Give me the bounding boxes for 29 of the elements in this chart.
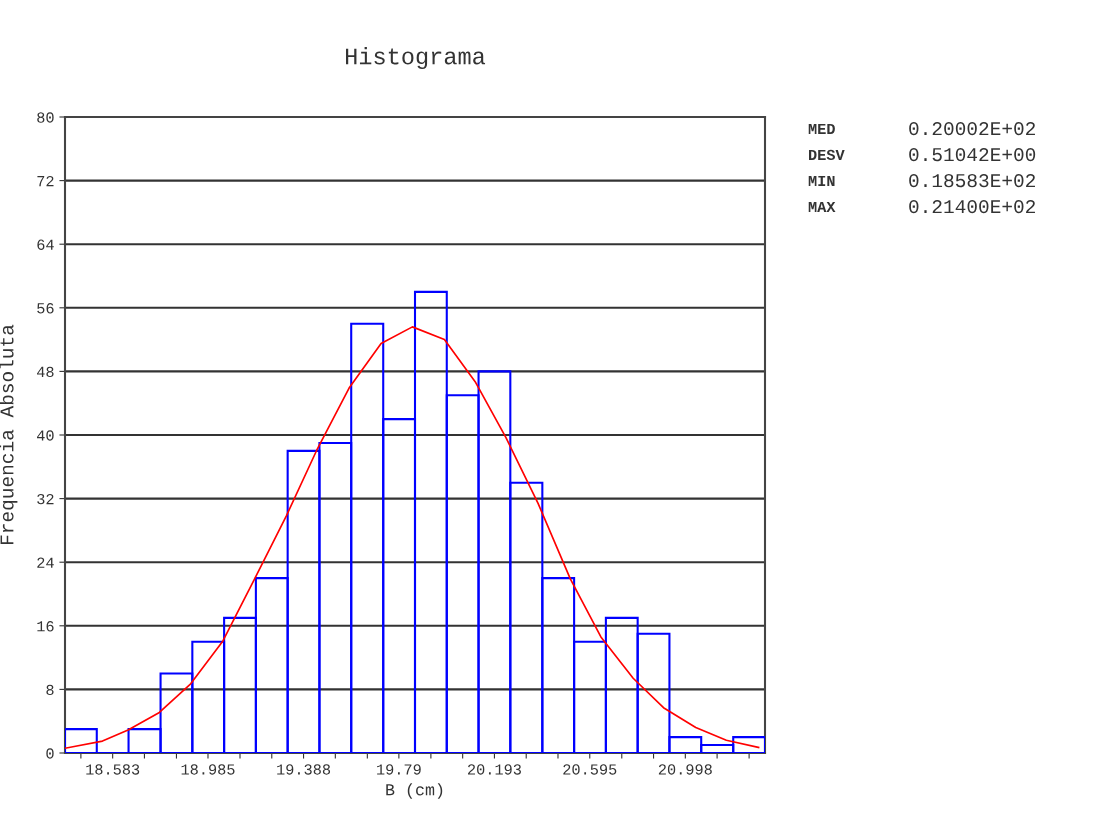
text: DESV xyxy=(809,149,845,161)
x-tick-label: 19.79 xyxy=(377,764,421,775)
text: 0.21400E+02 xyxy=(909,200,1035,214)
x-tick-label: 20.193 xyxy=(468,764,521,775)
y-tick-label: 0 xyxy=(46,748,54,759)
y-tick-label: 40 xyxy=(37,430,54,441)
y-tick-label: 48 xyxy=(37,366,54,378)
text: MIN xyxy=(808,175,835,186)
y-tick-label: 72 xyxy=(37,175,54,187)
text: MED xyxy=(808,123,835,134)
chart-title: Histograma xyxy=(346,47,486,70)
y-tick-label: 8 xyxy=(46,684,54,696)
y-tick-label: 80 xyxy=(37,112,54,123)
y-tick-label: 56 xyxy=(37,303,54,314)
text: 0.20002E+02 xyxy=(909,122,1035,136)
y-tick-label: 16 xyxy=(37,621,54,632)
x-tick-label: 19.388 xyxy=(277,764,331,775)
x-tick-label: 20.998 xyxy=(658,764,712,775)
x-tick-label: 18.985 xyxy=(181,764,235,775)
y-tick-label: 24 xyxy=(37,557,54,568)
y-tick-label: 32 xyxy=(37,493,54,505)
x-tick-label: 18.583 xyxy=(86,764,140,775)
y-axis-title: Frequencia Absoluta xyxy=(0,324,18,545)
text: 0.51042E+00 xyxy=(909,148,1036,162)
x-tick-label: 20.595 xyxy=(563,764,617,775)
text: 0.18583E+02 xyxy=(909,174,1035,188)
x-axis-title: B (cm) xyxy=(386,783,443,799)
y-tick-label: 64 xyxy=(37,239,54,250)
text: MAX xyxy=(808,201,836,212)
